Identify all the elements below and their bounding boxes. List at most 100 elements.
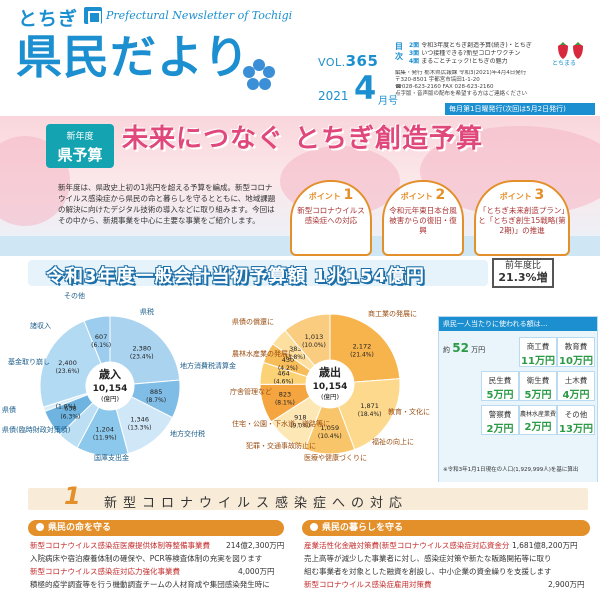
budget-badge-line2: 県予算 <box>57 146 103 164</box>
budget-total-text: 令和3年度一般会計当初予算額 1兆154億円 <box>46 266 425 287</box>
per-person-cell: 商工費 11万円 <box>519 337 557 367</box>
point-label: ポイント <box>499 192 532 201</box>
slice-percent-label: (21.4%) <box>350 352 374 359</box>
mascot-label: とちまる <box>552 60 577 67</box>
publisher-line: ☎028-623-2160 FAX 028-623-2160 <box>395 84 494 90</box>
item-body: 売上高等が減少した事業者に対し、感染症対策や新たな販路開拓等に取り <box>304 554 552 563</box>
publisher-line: 点字版・音声版の配布を希望する方はご連絡ください <box>395 91 528 97</box>
slice-percent-label: (4.2%) <box>278 365 298 372</box>
per-person-cell-name: 警察費 <box>488 410 512 419</box>
prefecture-logo-icon <box>84 7 102 24</box>
per-person-cell-value: 13万円 <box>559 424 593 435</box>
masthead-subtitle: Prefectural Newsletter of Tochigi <box>106 9 293 22</box>
slice-percent-label: (6.3%) <box>60 413 80 420</box>
per-person-cell-name: 商工費 <box>526 342 550 351</box>
point-heading: ポイント 1 <box>292 187 370 203</box>
per-person-cell-value: 11万円 <box>521 356 555 367</box>
pie-total: 10,154 <box>313 382 348 392</box>
per-person-unit: 万円 <box>471 346 486 354</box>
budget-badge-line1: 新年度 <box>66 132 94 142</box>
category-label: 商工業の発展に <box>368 310 417 318</box>
year-over-year-box: 前年度比 21.3%増 <box>492 258 554 288</box>
publisher-info: 編集・発行 栃木県広報課 令和3(2021)年4月4日発行 〒320-8501 宇… <box>395 70 565 98</box>
per-person-panel: 県民一人当たりに使われる額は… 約 52 万円 商工費 11万円 教育費 10万円 民生… <box>438 316 598 484</box>
item-title: 新型コロナウイルス感染症対応力強化事業費 <box>30 567 180 576</box>
slice-percent-label: (8.7%) <box>146 397 166 404</box>
item-body: 積極的疫学調査等を行う機動調査チームの人材育成や集団感染発生時に <box>30 580 270 589</box>
category-label: 福祉の向上に <box>372 438 414 446</box>
per-person-cell: 農林水産業費 2万円 <box>519 405 557 435</box>
point-2: ポイント 2 令和元年東日本台風被害からの復旧・復興 <box>382 180 464 256</box>
category-label: 庁舎管理など <box>230 388 272 396</box>
per-person-cell-name: その他 <box>564 410 588 419</box>
toc-page: 3面 <box>409 50 422 57</box>
slice-value-label: 918 <box>294 413 306 421</box>
per-person-cell-name: 衛生費 <box>526 376 550 385</box>
slice-value-label: 2,400 <box>58 359 77 367</box>
subhead-protect-livelihoods: 県民の暮らしを守る <box>302 520 590 536</box>
slice-value-label: 1,013 <box>305 333 324 341</box>
pie-center <box>86 362 134 410</box>
hero-title: 未来につなぐ とちぎ創造予算 <box>122 124 484 154</box>
slice-value-label: 885 <box>150 388 162 396</box>
toc-text: まるごとチェック!とちぎの魅力 <box>421 58 508 65</box>
slice-value-label: 1,204 <box>95 426 114 434</box>
category-label: 県税 <box>140 308 154 316</box>
point-number: 3 <box>534 187 545 203</box>
per-person-cell: その他 13万円 <box>557 405 595 435</box>
per-person-cell-value: 10万円 <box>559 356 593 367</box>
item-amount: 2,900万円 <box>548 580 585 589</box>
per-person-cell-value: 5万円 <box>524 390 552 401</box>
volume-label: VOL. <box>318 56 346 69</box>
hero-intro: 新年度は、県政史上初の1兆円を超える予算を編成。新型コロナウイルス感染症から県民… <box>58 183 276 225</box>
toc-item: 3面 いつ接種できる?新型コロナワクチン <box>409 50 545 58</box>
slice-percent-label: (4.6%) <box>274 379 294 386</box>
point-text: 「とちぎ未来創造プラン」と「とちぎ創生15戦略(第2期)」の推進 <box>478 206 566 235</box>
toc-page: 4面 <box>409 58 422 65</box>
item-body: 組む事業者を対象とした融資を創設し、中小企業の資金繰りを支援します <box>304 567 552 576</box>
slice-percent-label: (10.0%) <box>302 342 326 349</box>
category-label: 県債の償還に <box>232 318 274 326</box>
publisher-line: 〒320-8501 宇都宮市塙田1-1-20 <box>395 77 480 83</box>
slice-percent-label: (23.4%) <box>130 353 154 360</box>
slice-percent-label: (23.6%) <box>56 368 80 375</box>
slice-value-label: 1,346 <box>130 415 149 423</box>
per-person-cell-value: 2万円 <box>486 424 514 435</box>
per-person-title: 県民一人当たりに使われる額は… <box>439 317 597 331</box>
per-person-cell-value: 5万円 <box>486 390 514 401</box>
item-amount: 214億2,300万円 <box>226 541 285 550</box>
toc-item: 4面 まるごとチェック!とちぎの魅力 <box>409 58 545 66</box>
slice-value-label: 1,871 <box>360 402 379 410</box>
slice-value-label: 2,172 <box>353 343 372 351</box>
pie-center <box>306 360 354 408</box>
slice-percent-label: (10.4%) <box>318 433 342 440</box>
per-person-cell-name: 農林水産業費 <box>520 411 557 418</box>
slice-value-label: 1,059 <box>321 424 340 432</box>
slice-percent-label: (1.0%) <box>56 404 76 411</box>
slice-value-label: 823 <box>279 390 291 398</box>
category-label: 医療や健康づくりに <box>304 454 367 462</box>
subhead-label: 県民の暮らしを守る <box>322 523 404 533</box>
item-title: 産業活性化金融対策費(新型コロナウイルス感染症対応資金分) <box>304 541 510 550</box>
section-number: 1 <box>64 482 81 510</box>
bullet-icon <box>310 523 318 531</box>
issue-month-label: 月号 <box>378 96 398 107</box>
item-body: 入院病床や宿泊療養体制の確保や、PCR等検査体制の充実を図ります <box>30 554 263 563</box>
point-label: ポイント <box>308 192 341 201</box>
volume-number: VOL.365 <box>318 52 378 70</box>
point-text: 令和元年東日本台風被害からの復旧・復興 <box>389 206 457 235</box>
point-label: ポイント <box>400 192 433 201</box>
compare-label: 前年度比 <box>504 261 541 271</box>
per-person-cell: 衛生費 5万円 <box>519 371 557 401</box>
budget-badge: 新年度 県予算 <box>46 124 114 168</box>
point-number: 2 <box>435 187 446 203</box>
cherry-blossom-icon <box>243 59 275 90</box>
per-person-cell-name: 民生費 <box>488 376 512 385</box>
item-amount: 4,000万円 <box>238 567 275 576</box>
slice-percent-label: (11.9%) <box>93 435 117 442</box>
slice-percent-label: (9.0%) <box>290 422 310 429</box>
toc-items: 2面 令和3年度とちぎ創造予算(続き)・とちぎ 3面 いつ接種できる?新型コロナワ… <box>409 42 545 66</box>
pie-slice <box>109 315 181 385</box>
per-person-cell-value: 4万円 <box>562 390 590 401</box>
point-3: ポイント 3 「とちぎ未来創造プラン」と「とちぎ創生15戦略(第2期)」の推進 <box>474 180 570 256</box>
